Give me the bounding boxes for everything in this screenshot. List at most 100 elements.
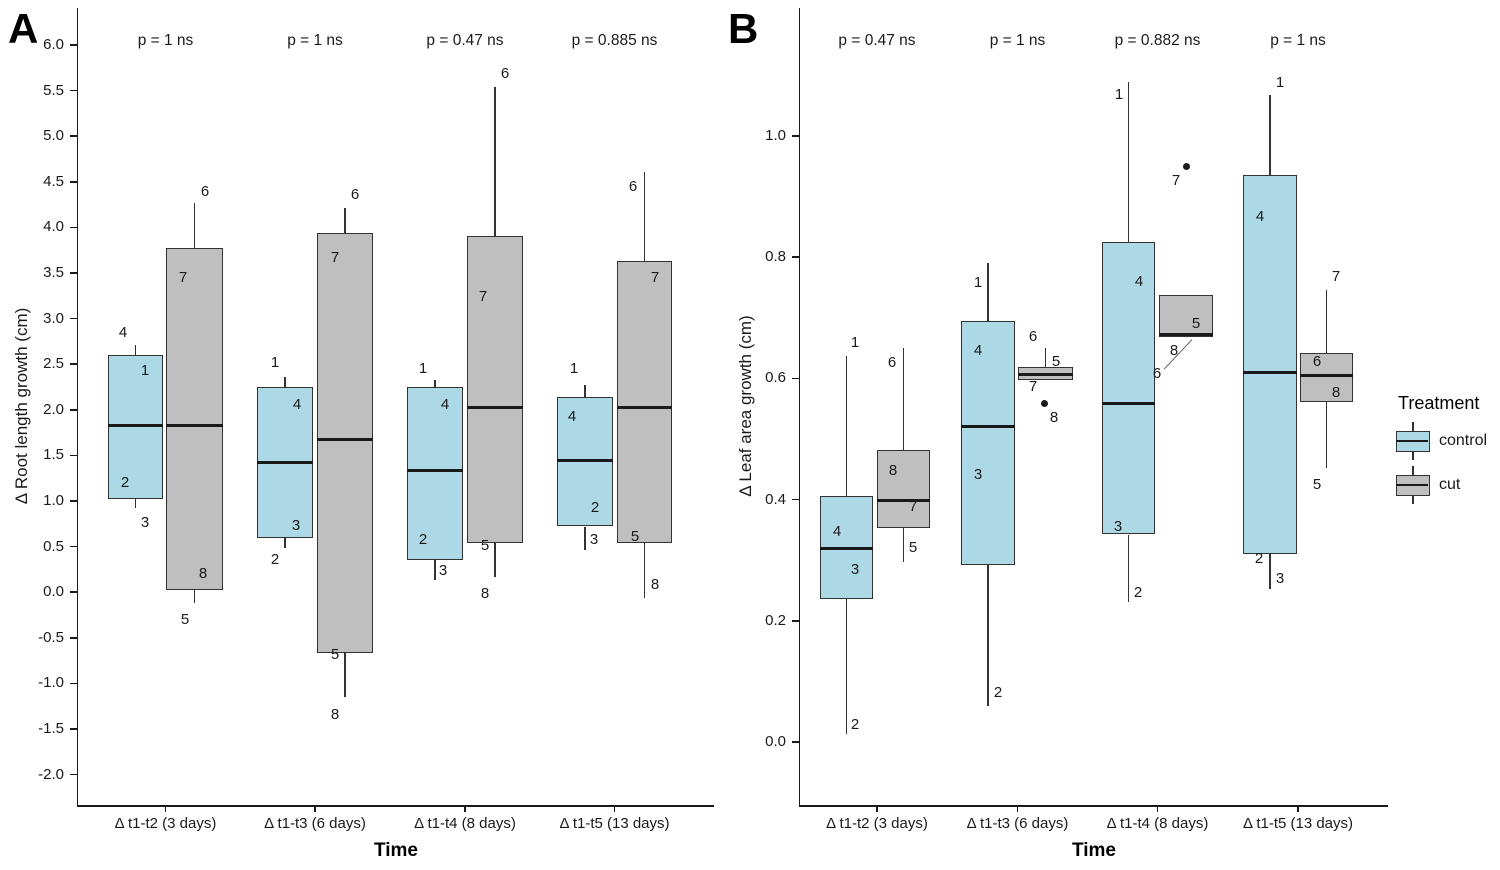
p-value-label: p = 0.47 ns <box>426 32 504 49</box>
x-axis-title: Time <box>373 840 418 861</box>
y-tick <box>70 682 78 685</box>
outlier-point <box>1182 163 1190 171</box>
sample-label: 2 <box>993 683 1003 701</box>
upper-whisker <box>1269 94 1271 175</box>
y-tick-label: 5.5 <box>43 81 64 99</box>
sample-label: 1 <box>140 361 150 379</box>
y-tick <box>70 773 78 776</box>
y-tick <box>70 226 78 229</box>
sample-label: 1 <box>850 333 860 351</box>
sample-label: 8 <box>1169 342 1179 360</box>
median-line <box>1159 333 1213 337</box>
sample-label: 6 <box>200 182 210 200</box>
y-tick <box>70 317 78 320</box>
y-tick-label: 0.0 <box>43 583 64 601</box>
upper-whisker <box>284 376 286 387</box>
box-cut <box>877 449 930 528</box>
outlier-point <box>1040 399 1048 407</box>
boxplot-key-icon <box>1396 422 1430 460</box>
key-median <box>1396 483 1428 486</box>
sample-label: 7 <box>650 269 660 287</box>
y-tick-label: 6.0 <box>43 36 64 53</box>
x-axis-line <box>798 805 1388 807</box>
sample-label: 7 <box>330 249 340 267</box>
upper-whisker <box>494 86 496 236</box>
sample-label: 4 <box>567 408 577 426</box>
upper-whisker <box>1127 82 1130 243</box>
x-tick-label: Δ t1-t2 (3 days) <box>114 815 217 832</box>
sample-label: 2 <box>270 551 280 569</box>
sample-label: 6 <box>1152 365 1162 383</box>
y-axis-title: Δ Leaf area growth (cm) <box>736 314 755 497</box>
median-line <box>1102 401 1155 405</box>
median-line <box>820 546 873 550</box>
sample-label: 3 <box>1113 517 1123 535</box>
median-line <box>877 498 930 502</box>
p-value-label: p = 0.885 ns <box>571 32 658 49</box>
sample-label: 5 <box>1191 314 1201 332</box>
box-control <box>961 320 1015 565</box>
sample-label: 3 <box>589 531 599 549</box>
y-tick <box>70 728 78 730</box>
sample-label: 1 <box>1275 74 1285 92</box>
p-value-label: p = 1 ns <box>989 32 1046 49</box>
lower-whisker <box>584 526 586 551</box>
y-tick-label: 3.5 <box>43 264 64 281</box>
y-tick-label: 4.0 <box>43 218 64 236</box>
sample-label: 4 <box>1255 208 1265 226</box>
y-tick <box>792 620 800 622</box>
box-cut <box>317 232 373 653</box>
box-cut <box>617 261 672 543</box>
sample-label: 8 <box>480 585 490 603</box>
sample-label: 3 <box>1275 569 1285 587</box>
x-axis-title: Time <box>1071 840 1116 861</box>
sample-label: 8 <box>650 575 660 593</box>
x-tick <box>164 805 167 812</box>
sample-label: 2 <box>418 531 428 549</box>
y-tick <box>70 409 78 411</box>
lower-whisker <box>434 560 436 581</box>
upper-whisker <box>643 171 646 262</box>
y-tick <box>70 500 78 502</box>
upper-whisker <box>1325 289 1328 353</box>
x-tick <box>613 805 616 812</box>
sample-label: 5 <box>1051 353 1061 371</box>
lower-whisker <box>494 542 496 577</box>
sample-label: 5 <box>630 528 640 546</box>
lower-whisker <box>987 565 989 706</box>
y-tick <box>70 272 78 274</box>
lower-whisker <box>643 542 646 598</box>
y-tick-label: 3.0 <box>43 309 64 327</box>
y-tick-label: 0.5 <box>43 537 64 555</box>
y-tick <box>70 363 78 365</box>
sample-label: 7 <box>1028 377 1038 395</box>
median-line <box>1018 372 1073 376</box>
y-tick-label: 1.0 <box>43 492 64 509</box>
sample-label: 7 <box>1171 171 1181 189</box>
lower-whisker <box>845 598 848 735</box>
sample-label: 4 <box>440 396 450 414</box>
box-control <box>407 387 463 560</box>
p-value-label: p = 0.882 ns <box>1114 32 1201 49</box>
y-tick-label: 0.6 <box>765 369 786 387</box>
median-line <box>257 461 313 465</box>
lower-whisker <box>134 499 137 509</box>
median-line <box>557 459 613 463</box>
y-tick-label: 1.5 <box>43 446 64 464</box>
sample-label: 1 <box>1114 85 1124 103</box>
y-tick <box>70 454 78 457</box>
sample-label: 8 <box>888 462 898 480</box>
legend-item-cut: cut <box>1396 466 1500 504</box>
sample-label: 1 <box>569 359 579 377</box>
sample-label: 3 <box>140 513 150 531</box>
sample-label: 5 <box>180 611 190 629</box>
sample-label: 3 <box>291 516 301 534</box>
sample-label: 6 <box>1312 353 1322 371</box>
p-value-label: p = 1 ns <box>287 32 343 49</box>
y-tick-label: 2.0 <box>43 400 64 418</box>
box-cut <box>467 235 523 543</box>
box-control <box>1243 174 1297 554</box>
y-tick-label: -0.5 <box>38 628 64 646</box>
sample-label: 8 <box>198 564 208 582</box>
y-axis-line <box>798 8 800 805</box>
